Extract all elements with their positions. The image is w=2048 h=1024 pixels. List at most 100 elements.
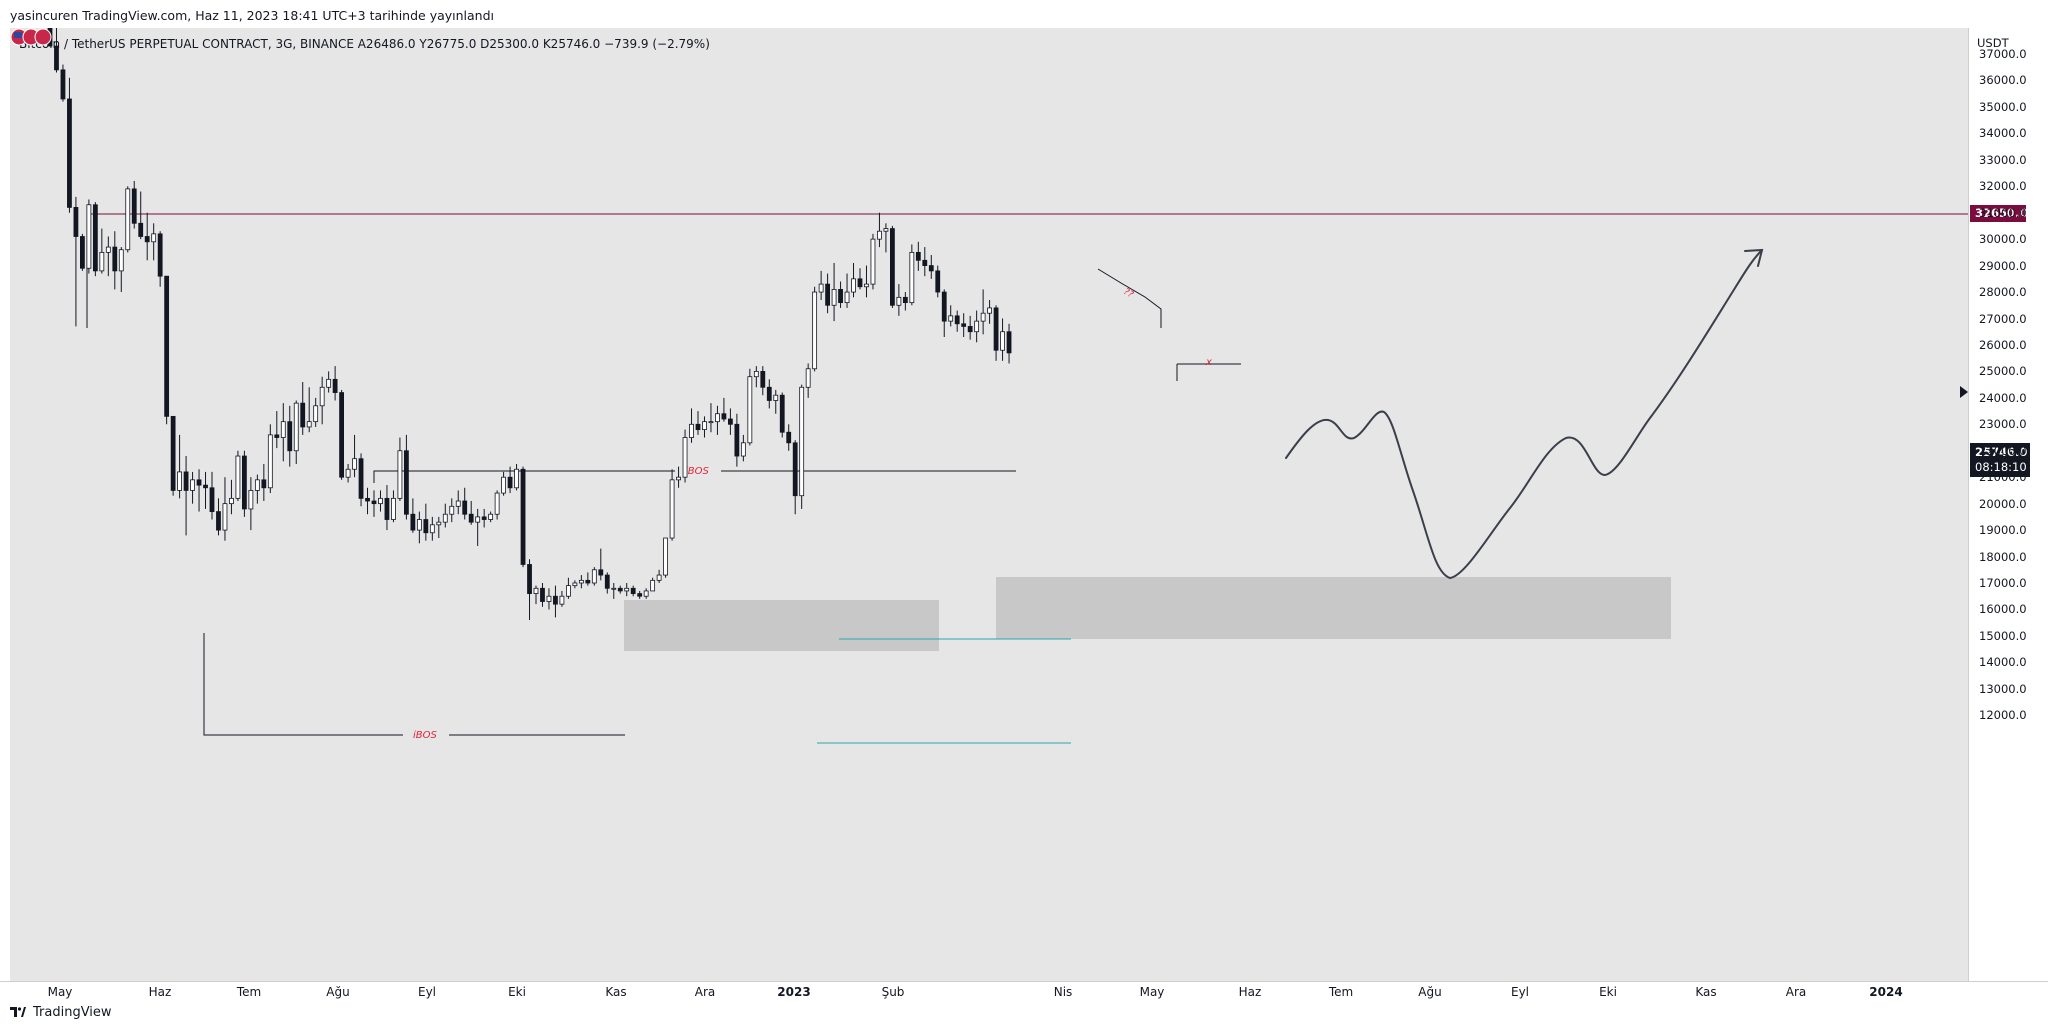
candle-down[interactable] — [138, 222, 144, 237]
candle-down[interactable] — [365, 497, 370, 502]
candle-up[interactable] — [229, 497, 234, 505]
candle-up[interactable] — [974, 320, 980, 333]
candle-up[interactable] — [449, 505, 455, 515]
candle-up[interactable] — [345, 468, 351, 478]
candle-down[interactable] — [935, 270, 941, 293]
candle-up[interactable] — [352, 458, 357, 470]
candle-down[interactable] — [941, 291, 947, 322]
candle-up[interactable] — [488, 513, 494, 520]
candle-up[interactable] — [572, 582, 578, 587]
candle-up[interactable] — [870, 238, 876, 285]
candle-up[interactable] — [844, 291, 850, 304]
candle-up[interactable] — [624, 587, 630, 592]
candle-down[interactable] — [825, 283, 830, 306]
candle-up[interactable] — [883, 228, 889, 232]
candle-down[interactable] — [527, 564, 532, 594]
scroll-right-icon[interactable] — [1960, 386, 1968, 398]
candle-up[interactable] — [267, 434, 273, 489]
candle-up[interactable] — [896, 296, 902, 306]
top-trend-annotation[interactable] — [1097, 268, 1162, 328]
us-flag-icon[interactable] — [10, 28, 52, 46]
candle-down[interactable] — [54, 45, 59, 71]
candle-up[interactable] — [125, 188, 131, 251]
candle-down[interactable] — [468, 513, 474, 523]
candle-up[interactable] — [416, 519, 422, 531]
symbol-legend[interactable]: Bitcoin / TetherUS PERPETUAL CONTRACT, 3… — [19, 37, 710, 51]
candle-up[interactable] — [105, 246, 111, 253]
candle-up[interactable] — [313, 405, 319, 423]
candle-down[interactable] — [384, 497, 390, 520]
candle-down[interactable] — [915, 251, 921, 261]
candle-up[interactable] — [455, 500, 461, 507]
candle-down[interactable] — [857, 278, 863, 288]
candle-up[interactable] — [669, 479, 675, 539]
candle-down[interactable] — [890, 228, 895, 306]
candle-down[interactable] — [902, 296, 908, 304]
candle-down[interactable] — [721, 413, 727, 420]
candle-up[interactable] — [436, 521, 442, 526]
candle-down[interactable] — [540, 587, 545, 602]
candle-up[interactable] — [1000, 331, 1005, 351]
candle-up[interactable] — [326, 378, 332, 388]
candle-down[interactable] — [73, 207, 79, 237]
candle-down[interactable] — [157, 233, 163, 277]
candle-down[interactable] — [371, 500, 377, 505]
candle-down[interactable] — [462, 500, 468, 515]
candle-down[interactable] — [604, 574, 610, 589]
candle-up[interactable] — [948, 315, 954, 322]
candle-up[interactable] — [864, 283, 869, 288]
candle-down[interactable] — [216, 511, 221, 531]
candle-down[interactable] — [300, 402, 306, 428]
candlestick-chart[interactable]: iBOS iBOS ?? x — [10, 28, 1968, 981]
candle-down[interactable] — [112, 246, 118, 272]
candle-up[interactable] — [378, 497, 383, 505]
candle-up[interactable] — [980, 312, 986, 322]
price-axis[interactable]: USDT 32650.0 25746.0 08:18:10 37000.0 360… — [1968, 28, 2048, 981]
demand-zone-right[interactable] — [996, 577, 1671, 639]
candle-up[interactable] — [740, 442, 746, 457]
candle-down[interactable] — [164, 275, 170, 417]
chart-pane[interactable]: iBOS iBOS ?? x Bitcoin / TetherUS PERPET… — [10, 28, 1968, 981]
demand-zone-left[interactable] — [624, 600, 939, 651]
candle-up[interactable] — [190, 479, 195, 491]
candle-up[interactable] — [877, 230, 882, 240]
candle-up[interactable] — [254, 479, 260, 491]
candle-down[interactable] — [274, 434, 280, 438]
candle-up[interactable] — [235, 455, 241, 499]
candle-up[interactable] — [546, 595, 552, 602]
candle-up[interactable] — [293, 402, 299, 452]
candle-up[interactable] — [280, 421, 286, 438]
candle-down[interactable] — [779, 394, 785, 433]
candle-down[interactable] — [766, 386, 772, 401]
candle-up[interactable] — [656, 574, 662, 581]
candle-up[interactable] — [566, 585, 571, 597]
candle-down[interactable] — [358, 458, 364, 499]
candle-up[interactable] — [222, 503, 228, 531]
candle-up[interactable] — [429, 524, 435, 534]
candle-down[interactable] — [261, 479, 267, 489]
candle-up[interactable] — [708, 421, 714, 424]
candle-down[interactable] — [67, 98, 72, 208]
candle-up[interactable] — [306, 421, 312, 428]
candle-down[interactable] — [144, 236, 150, 243]
candle-up[interactable] — [578, 579, 584, 584]
candle-down[interactable] — [760, 370, 766, 388]
candle-up[interactable] — [831, 289, 837, 306]
candle-up[interactable] — [533, 587, 539, 594]
candle-up[interactable] — [987, 307, 992, 314]
candle-up[interactable] — [650, 579, 656, 592]
candle-up[interactable] — [909, 251, 915, 304]
candle-down[interactable] — [922, 259, 928, 266]
candle-up[interactable] — [689, 423, 694, 438]
candle-down[interactable] — [617, 587, 623, 592]
candle-up[interactable] — [682, 437, 688, 478]
candle-up[interactable] — [799, 386, 805, 497]
candle-down[interactable] — [637, 593, 643, 597]
candle-down[interactable] — [954, 315, 960, 325]
candle-up[interactable] — [591, 569, 597, 584]
candle-up[interactable] — [494, 492, 500, 515]
candle-up[interactable] — [702, 421, 707, 430]
candle-up[interactable] — [676, 476, 681, 481]
candle-up[interactable] — [319, 386, 325, 407]
candle-up[interactable] — [818, 283, 824, 293]
